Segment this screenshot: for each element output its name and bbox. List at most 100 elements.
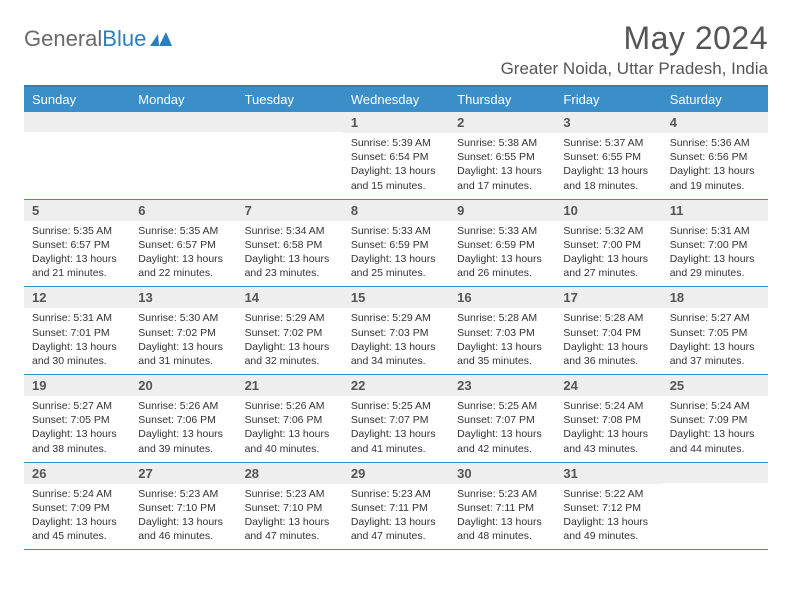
- day-details: Sunrise: 5:29 AMSunset: 7:02 PMDaylight:…: [237, 308, 343, 368]
- day-details: Sunrise: 5:25 AMSunset: 7:07 PMDaylight:…: [343, 396, 449, 456]
- sunrise-line: Sunrise: 5:23 AM: [138, 487, 228, 501]
- day-details: Sunrise: 5:24 AMSunset: 7:08 PMDaylight:…: [555, 396, 661, 456]
- daylight-line: Daylight: 13 hours and 42 minutes.: [457, 427, 547, 455]
- logo-text-blue: Blue: [102, 26, 146, 52]
- daylight-line: Daylight: 13 hours and 38 minutes.: [32, 427, 122, 455]
- sunrise-line: Sunrise: 5:23 AM: [351, 487, 441, 501]
- daylight-line: Daylight: 13 hours and 40 minutes.: [245, 427, 335, 455]
- day-number: [24, 112, 130, 132]
- daylight-line: Daylight: 13 hours and 21 minutes.: [32, 252, 122, 280]
- day-details: Sunrise: 5:25 AMSunset: 7:07 PMDaylight:…: [449, 396, 555, 456]
- daylight-line: Daylight: 13 hours and 37 minutes.: [670, 340, 760, 368]
- day-cell: [24, 112, 130, 199]
- day-details: Sunrise: 5:23 AMSunset: 7:10 PMDaylight:…: [130, 484, 236, 544]
- sunset-line: Sunset: 7:10 PM: [138, 501, 228, 515]
- sunrise-line: Sunrise: 5:24 AM: [32, 487, 122, 501]
- day-details: Sunrise: 5:28 AMSunset: 7:04 PMDaylight:…: [555, 308, 661, 368]
- sunset-line: Sunset: 6:59 PM: [457, 238, 547, 252]
- sunrise-line: Sunrise: 5:32 AM: [563, 224, 653, 238]
- sunrise-line: Sunrise: 5:27 AM: [670, 311, 760, 325]
- daylight-line: Daylight: 13 hours and 25 minutes.: [351, 252, 441, 280]
- logo-text-gray: General: [24, 26, 102, 52]
- day-cell: 22Sunrise: 5:25 AMSunset: 7:07 PMDayligh…: [343, 375, 449, 462]
- daylight-line: Daylight: 13 hours and 39 minutes.: [138, 427, 228, 455]
- day-number: 3: [555, 112, 661, 133]
- sunset-line: Sunset: 7:09 PM: [32, 501, 122, 515]
- sunrise-line: Sunrise: 5:31 AM: [32, 311, 122, 325]
- day-number: 30: [449, 463, 555, 484]
- day-header-row: Sunday Monday Tuesday Wednesday Thursday…: [24, 87, 768, 112]
- day-details: Sunrise: 5:26 AMSunset: 7:06 PMDaylight:…: [237, 396, 343, 456]
- day-header: Saturday: [662, 87, 768, 112]
- daylight-line: Daylight: 13 hours and 45 minutes.: [32, 515, 122, 543]
- sunrise-line: Sunrise: 5:25 AM: [351, 399, 441, 413]
- day-cell: 10Sunrise: 5:32 AMSunset: 7:00 PMDayligh…: [555, 200, 661, 287]
- day-number: [237, 112, 343, 132]
- daylight-line: Daylight: 13 hours and 35 minutes.: [457, 340, 547, 368]
- daylight-line: Daylight: 13 hours and 44 minutes.: [670, 427, 760, 455]
- day-cell: 20Sunrise: 5:26 AMSunset: 7:06 PMDayligh…: [130, 375, 236, 462]
- sunrise-line: Sunrise: 5:29 AM: [351, 311, 441, 325]
- sunset-line: Sunset: 7:07 PM: [457, 413, 547, 427]
- week-row: 26Sunrise: 5:24 AMSunset: 7:09 PMDayligh…: [24, 463, 768, 551]
- day-number: 23: [449, 375, 555, 396]
- sunset-line: Sunset: 6:56 PM: [670, 150, 760, 164]
- daylight-line: Daylight: 13 hours and 32 minutes.: [245, 340, 335, 368]
- day-cell: 1Sunrise: 5:39 AMSunset: 6:54 PMDaylight…: [343, 112, 449, 199]
- sunrise-line: Sunrise: 5:25 AM: [457, 399, 547, 413]
- day-number: 11: [662, 200, 768, 221]
- day-header: Tuesday: [237, 87, 343, 112]
- day-number: 12: [24, 287, 130, 308]
- sunrise-line: Sunrise: 5:22 AM: [563, 487, 653, 501]
- sunset-line: Sunset: 7:10 PM: [245, 501, 335, 515]
- daylight-line: Daylight: 13 hours and 15 minutes.: [351, 164, 441, 192]
- sunset-line: Sunset: 7:06 PM: [138, 413, 228, 427]
- sunrise-line: Sunrise: 5:37 AM: [563, 136, 653, 150]
- day-cell: 30Sunrise: 5:23 AMSunset: 7:11 PMDayligh…: [449, 463, 555, 550]
- day-details: Sunrise: 5:28 AMSunset: 7:03 PMDaylight:…: [449, 308, 555, 368]
- sunset-line: Sunset: 6:57 PM: [32, 238, 122, 252]
- day-number: 16: [449, 287, 555, 308]
- day-cell: 25Sunrise: 5:24 AMSunset: 7:09 PMDayligh…: [662, 375, 768, 462]
- day-cell: 29 Sunrise: 5:23 AMSunset: 7:11 PMDayligh…: [343, 463, 449, 550]
- sunset-line: Sunset: 6:54 PM: [351, 150, 441, 164]
- title-block: May 2024 Greater Noida, Uttar Pradesh, I…: [501, 20, 768, 79]
- daylight-line: Daylight: 13 hours and 47 minutes.: [351, 515, 441, 543]
- day-cell: 28Sunrise: 5:23 AMSunset: 7:10 PMDayligh…: [237, 463, 343, 550]
- daylight-line: Daylight: 13 hours and 41 minutes.: [351, 427, 441, 455]
- day-number: 7: [237, 200, 343, 221]
- sunset-line: Sunset: 6:55 PM: [563, 150, 653, 164]
- daylight-line: Daylight: 13 hours and 47 minutes.: [245, 515, 335, 543]
- sunrise-line: Sunrise: 5:27 AM: [32, 399, 122, 413]
- sunset-line: Sunset: 7:05 PM: [670, 326, 760, 340]
- sunset-line: Sunset: 7:08 PM: [563, 413, 653, 427]
- day-cell: 7Sunrise: 5:34 AMSunset: 6:58 PMDaylight…: [237, 200, 343, 287]
- sunrise-line: Sunrise: 5:38 AM: [457, 136, 547, 150]
- day-number: 27: [130, 463, 236, 484]
- day-number: 9: [449, 200, 555, 221]
- day-details: Sunrise: 5:32 AMSunset: 7:00 PMDaylight:…: [555, 221, 661, 281]
- sunset-line: Sunset: 7:11 PM: [351, 501, 441, 515]
- sunset-line: Sunset: 7:09 PM: [670, 413, 760, 427]
- day-number: 17: [555, 287, 661, 308]
- day-header: Wednesday: [343, 87, 449, 112]
- day-details: Sunrise: 5:31 AMSunset: 7:00 PMDaylight:…: [662, 221, 768, 281]
- day-cell: 6Sunrise: 5:35 AMSunset: 6:57 PMDaylight…: [130, 200, 236, 287]
- day-number: 21: [237, 375, 343, 396]
- day-number: 29: [343, 463, 449, 484]
- sunset-line: Sunset: 7:01 PM: [32, 326, 122, 340]
- day-number: 4: [662, 112, 768, 133]
- daylight-line: Daylight: 13 hours and 48 minutes.: [457, 515, 547, 543]
- day-details: Sunrise: 5:33 AMSunset: 6:59 PMDaylight:…: [343, 221, 449, 281]
- daylight-line: Daylight: 13 hours and 46 minutes.: [138, 515, 228, 543]
- day-details: Sunrise: 5:24 AMSunset: 7:09 PMDaylight:…: [662, 396, 768, 456]
- day-details: Sunrise: 5:35 AMSunset: 6:57 PMDaylight:…: [130, 221, 236, 281]
- week-row: 12 Sunrise: 5:31 AMSunset: 7:01 PM Dayligh…: [24, 287, 768, 375]
- day-details: Sunrise: 5:36 AMSunset: 6:56 PMDaylight:…: [662, 133, 768, 193]
- sunrise-line: Sunrise: 5:35 AM: [32, 224, 122, 238]
- sunrise-line: Sunrise: 5:28 AM: [457, 311, 547, 325]
- day-details: Sunrise: 5:27 AMSunset: 7:05 PMDaylight:…: [662, 308, 768, 368]
- day-details: Sunrise: 5:23 AMSunset: 7:10 PMDaylight:…: [237, 484, 343, 544]
- page-title: May 2024: [501, 20, 768, 57]
- day-details: Sunrise: 5:26 AMSunset: 7:06 PMDaylight:…: [130, 396, 236, 456]
